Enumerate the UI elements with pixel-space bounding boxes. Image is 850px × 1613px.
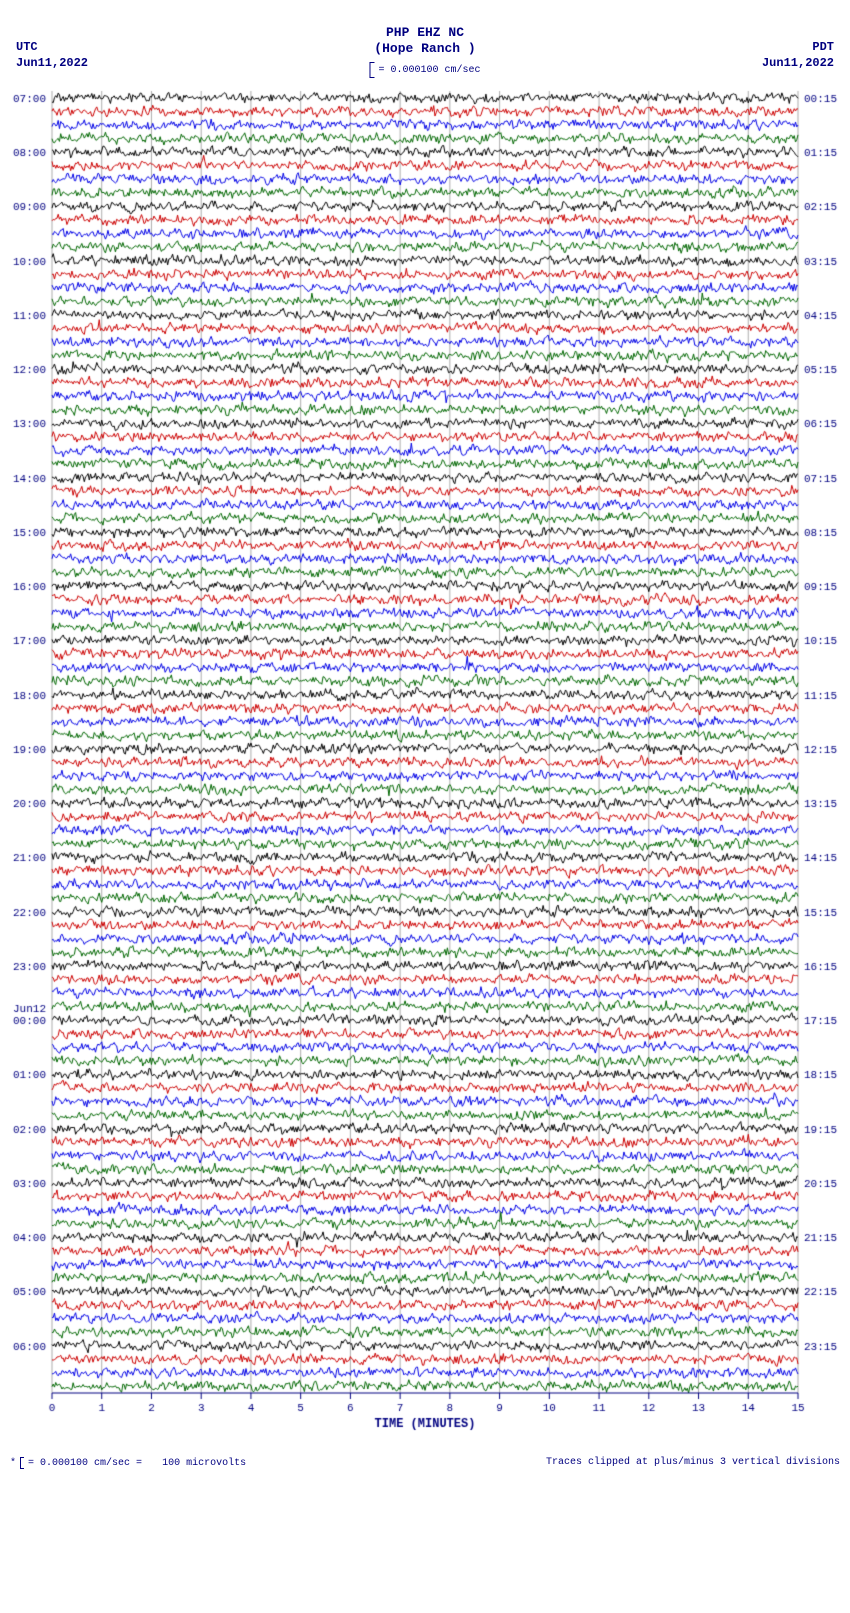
scale-bar-icon (369, 62, 374, 78)
tz-left-date: Jun11,2022 (16, 56, 88, 72)
station-code: PHP EHZ NC (374, 25, 475, 41)
tz-right-block: PDT Jun11,2022 (762, 40, 834, 71)
title-block: PHP EHZ NC (Hope Ranch ) (374, 25, 475, 56)
scale-marker: = 0.000100 cm/sec (369, 62, 480, 78)
footer-clip-text: Traces clipped at plus/minus 3 vertical … (546, 1457, 840, 1469)
tz-right-label: PDT (762, 40, 834, 56)
footer-microvolts: 100 microvolts (162, 1458, 246, 1469)
footer-scale-bar-icon (20, 1457, 24, 1469)
footer-prefix: * (10, 1458, 16, 1469)
tz-left-block: UTC Jun11,2022 (16, 40, 88, 71)
scale-text: = 0.000100 cm/sec (378, 65, 480, 76)
helicorder-plot (0, 85, 850, 1445)
tz-left-label: UTC (16, 40, 88, 56)
station-name: (Hope Ranch ) (374, 41, 475, 57)
footer-scale-text: = 0.000100 cm/sec = (28, 1458, 142, 1469)
tz-right-date: Jun11,2022 (762, 56, 834, 72)
helicorder-canvas (0, 85, 850, 1445)
footer-scale: * = 0.000100 cm/sec = 100 microvolts (10, 1457, 246, 1469)
footer: * = 0.000100 cm/sec = 100 microvolts Tra… (0, 1445, 850, 1477)
header: UTC Jun11,2022 PHP EHZ NC (Hope Ranch ) … (0, 0, 850, 85)
